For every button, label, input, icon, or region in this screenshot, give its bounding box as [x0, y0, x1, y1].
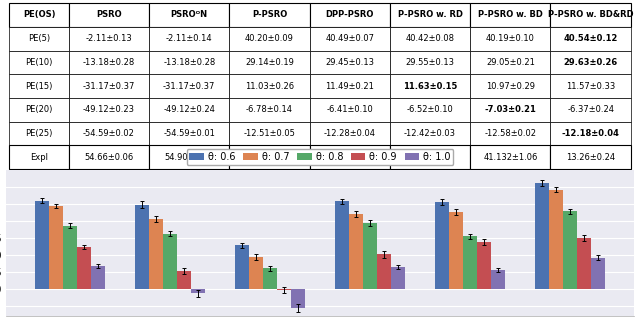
Bar: [463, 236, 477, 289]
Bar: [77, 247, 91, 289]
Bar: [549, 190, 563, 289]
Bar: [591, 257, 605, 289]
Legend: θ: 0.6, θ: 0.7, θ: 0.8, θ: 0.9, θ: 1.0: θ: 0.6, θ: 0.7, θ: 0.8, θ: 0.9, θ: 1.0: [186, 149, 454, 165]
Bar: [91, 266, 105, 289]
Bar: [149, 219, 163, 289]
Bar: [577, 238, 591, 289]
Bar: [235, 245, 249, 289]
Bar: [363, 223, 377, 289]
Bar: [249, 257, 263, 289]
Bar: [449, 212, 463, 289]
Bar: [177, 271, 191, 289]
Bar: [277, 289, 291, 290]
Bar: [535, 183, 549, 289]
Bar: [291, 289, 305, 308]
Bar: [335, 201, 349, 289]
Bar: [563, 211, 577, 289]
Bar: [135, 205, 149, 289]
Bar: [377, 254, 391, 289]
Bar: [477, 242, 491, 289]
Bar: [491, 270, 505, 289]
Bar: [349, 214, 363, 289]
Bar: [435, 202, 449, 289]
Bar: [163, 234, 177, 289]
Bar: [263, 268, 277, 289]
Bar: [49, 206, 63, 289]
Bar: [35, 201, 49, 289]
Bar: [391, 267, 405, 289]
Bar: [63, 226, 77, 289]
Bar: [191, 289, 205, 293]
